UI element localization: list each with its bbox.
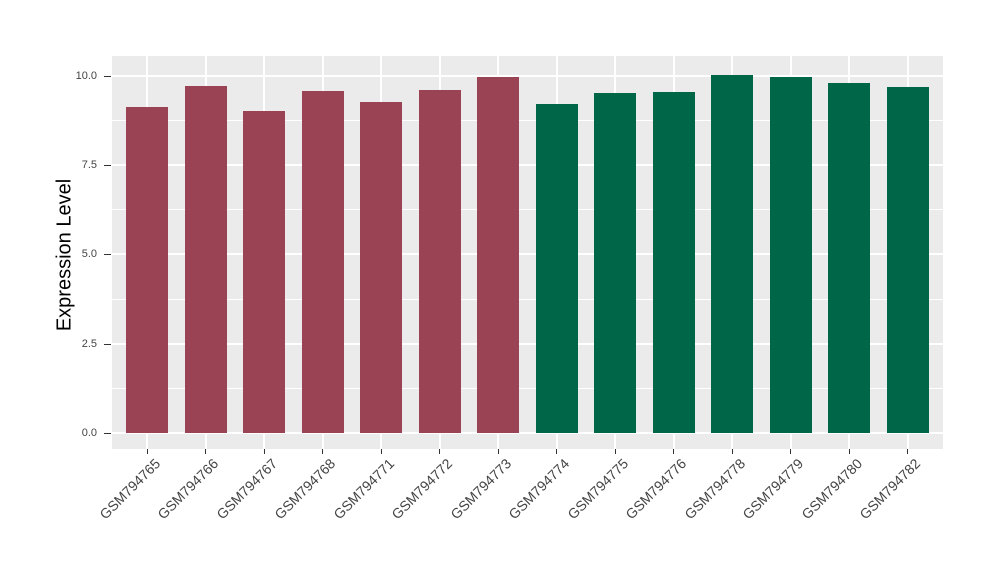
x-tick-label: GSM794779 — [739, 455, 807, 523]
x-tick-label: GSM794772 — [388, 455, 456, 523]
x-tick-label: GSM794765 — [95, 455, 163, 523]
bar-GSM794780 — [828, 82, 871, 434]
x-tick-mark — [263, 449, 265, 454]
bar-GSM794772 — [418, 89, 461, 434]
x-tick-mark — [205, 449, 207, 454]
x-tick-mark — [439, 449, 441, 454]
y-tick-label: 10.0 — [75, 69, 97, 82]
minor-gridline — [112, 209, 943, 211]
bar-GSM794773 — [477, 76, 520, 434]
x-tick-label: GSM794771 — [329, 455, 397, 523]
bar-GSM794767 — [243, 111, 286, 434]
y-tick-label: 5.0 — [81, 248, 97, 261]
x-tick-label: GSM794780 — [798, 455, 865, 523]
minor-gridline — [112, 298, 943, 300]
x-tick-mark — [731, 449, 733, 454]
major-gridline — [112, 253, 943, 256]
minor-gridline — [112, 388, 943, 390]
x-tick-label: GSM794767 — [212, 455, 280, 523]
y-tick-label: 7.5 — [81, 159, 97, 172]
bar-GSM794779 — [769, 76, 812, 434]
bar-GSM794766 — [184, 85, 227, 434]
y-tick-mark — [104, 75, 111, 77]
x-tick-mark — [146, 449, 148, 454]
bar-GSM794782 — [886, 86, 929, 434]
y-tick-label: 0.0 — [81, 427, 97, 440]
plot-panel — [112, 56, 943, 449]
y-tick-label: 2.5 — [81, 337, 97, 350]
major-gridline — [112, 164, 943, 167]
bar-GSM794778 — [711, 74, 754, 434]
x-tick-label: GSM794776 — [622, 455, 690, 523]
bar-GSM794776 — [652, 91, 695, 434]
x-tick-mark — [556, 449, 558, 454]
bar-GSM794774 — [535, 103, 578, 434]
x-tick-label: GSM794766 — [154, 455, 222, 523]
y-tick-mark — [104, 254, 111, 256]
bar-GSM794771 — [360, 101, 403, 434]
major-gridline — [112, 74, 943, 77]
x-tick-label: GSM794775 — [564, 455, 631, 523]
x-tick-mark — [790, 449, 792, 454]
x-tick-label: GSM794774 — [505, 455, 573, 523]
bar-GSM794768 — [301, 90, 344, 434]
y-tick-mark — [104, 433, 111, 435]
x-tick-mark — [322, 449, 324, 454]
x-tick-mark — [614, 449, 616, 454]
x-tick-label: GSM794782 — [856, 455, 924, 523]
x-tick-label: GSM794773 — [446, 455, 514, 523]
x-tick-mark — [673, 449, 675, 454]
bar-GSM794765 — [126, 107, 169, 434]
x-tick-mark — [907, 449, 909, 454]
x-tick-mark — [380, 449, 382, 454]
major-gridline — [112, 342, 943, 345]
bar-GSM794775 — [594, 93, 637, 434]
x-tick-mark — [848, 449, 850, 454]
y-tick-mark — [104, 165, 111, 167]
major-gridline — [112, 432, 943, 435]
x-tick-label: GSM794778 — [681, 455, 748, 523]
y-tick-mark — [104, 343, 111, 345]
x-tick-label: GSM794768 — [271, 455, 339, 523]
minor-gridline — [112, 119, 943, 121]
x-tick-mark — [497, 449, 499, 454]
